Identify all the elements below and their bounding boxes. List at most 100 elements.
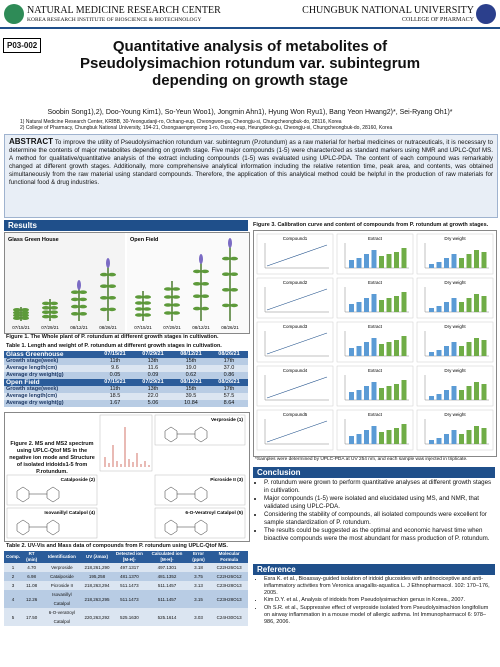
content-bar: [356, 434, 362, 444]
plant-leaf: [193, 306, 201, 311]
content-bar: [451, 254, 457, 268]
plant-leaf: [50, 301, 58, 306]
table-cell: 195,258: [88, 574, 106, 579]
table-header-cell: Detected ion [M-H]-: [115, 551, 143, 562]
table-header-cell: 07/15/21: [104, 379, 126, 385]
table-header-cell: 08/12/21: [180, 379, 202, 385]
table-caption: Table 1. Length and weight of P. rotundu…: [6, 343, 222, 349]
panel-title: Compound1: [283, 236, 308, 241]
table-cell: 0.05: [109, 372, 121, 378]
table-cell: Average length(cm): [6, 365, 58, 371]
panel-box: [256, 233, 334, 275]
table-cell: 3.75: [194, 574, 203, 579]
plant-leaf: [201, 294, 209, 298]
table-cell: C23H28O13: [216, 596, 242, 602]
bullet-list: Esra K. et al., Bioassay-guided isolatio…: [255, 576, 493, 626]
table-row: 3 11.08 Picroside II 218,263,294 511.1473 511…: [4, 581, 248, 590]
plant-leaf: [79, 290, 87, 294]
structure-box: [6, 507, 98, 539]
content-bar: [429, 264, 434, 268]
section-header: Conclusion: [253, 467, 495, 478]
table-header-cell: 07/15/21: [104, 351, 126, 357]
left-logo: [4, 4, 24, 24]
plant-leaf: [222, 288, 230, 292]
content-bar: [349, 392, 354, 400]
figure-1: Glass Green House 07/15/21 07/29/21 08/12/2…: [4, 232, 250, 334]
plant-leaf: [108, 307, 116, 312]
plant-leaf: [143, 295, 151, 299]
affiliation: 1) Natural Medicine Research Center, KRI…: [20, 119, 342, 125]
table-cell: 3.13: [194, 583, 203, 588]
panel-title: Extract: [368, 280, 383, 285]
content-bar: [401, 336, 407, 356]
plant-leaf: [222, 303, 230, 308]
content-bar: [459, 434, 464, 444]
table-cell: Average dry weight(g): [6, 400, 64, 406]
compound-label: Isovanillyl Catalpol (4): [44, 510, 95, 516]
structure-ring: [164, 519, 178, 536]
content-bar: [444, 390, 449, 400]
plant-leaf: [172, 303, 180, 307]
plant-flower: [77, 280, 81, 290]
section-header: Results: [4, 220, 248, 231]
reference-item: Kim D.Y. et al., Analysis of iridoids fr…: [264, 597, 493, 604]
content-bar: [401, 424, 407, 444]
panel-title: Extract: [368, 368, 383, 373]
plant-leaf: [222, 256, 230, 261]
table-header-cell: 08/12/21: [180, 351, 202, 357]
conclusion-item: P. rotundum were grown to perform quanti…: [264, 479, 493, 494]
content-bar: [459, 390, 464, 400]
content-bar: [444, 302, 449, 312]
structure-ring: [46, 486, 60, 503]
table-cell: 1.67: [109, 400, 121, 406]
plant-flower: [106, 258, 110, 268]
content-bar: [394, 384, 399, 400]
table-cell: Average length(cm): [6, 393, 58, 399]
plant-leaf: [108, 284, 116, 288]
header-rule: [0, 27, 500, 29]
table-row: Average length(cm) 9.6 11.6 19.0 37.0: [4, 365, 248, 372]
left-subtitle: KOREA RESEARCH INSTITUTE OF BIOSCIENCE &…: [27, 17, 202, 23]
table-cell: 6-O-veratroyl Catalpol: [48, 610, 75, 624]
compound-label: Catalposide (2): [61, 477, 96, 483]
plant-leaf: [193, 294, 201, 298]
table-cell: 13th: [147, 358, 159, 364]
table-cell: 9.6: [111, 365, 119, 371]
table-cell: 0.09: [147, 372, 159, 378]
table-header-row: Open Field 07/15/21 07/29/21 08/12/21 08/26/…: [4, 379, 248, 386]
table-caption: Table 2. UV-Vis and Mass data of compoun…: [6, 543, 228, 549]
content-bar: [349, 348, 354, 356]
figure-caption: Figure 3. Calibration curve and content …: [253, 222, 489, 228]
content-bar: [451, 342, 457, 356]
abstract-text: To improve the utility of Pseudolysimach…: [9, 139, 493, 186]
table-cell: 11.08: [26, 583, 38, 588]
content-bar: [401, 248, 407, 268]
plant-leaf: [100, 284, 108, 288]
structure-ring: [164, 426, 178, 443]
content-bar: [386, 254, 392, 268]
panel-title: Extract: [368, 412, 383, 417]
table-cell: 511.1457: [157, 596, 177, 602]
plant-leaf: [164, 295, 172, 299]
table-cell: 11.6: [147, 365, 159, 371]
table-cell: 481.1370: [119, 574, 139, 579]
table-cell: 12.26: [26, 596, 38, 602]
table-cell: C22H26O13: [216, 565, 242, 570]
plant-leaf: [143, 307, 151, 311]
table-cell: 0.86: [223, 372, 235, 378]
content-bar: [444, 434, 449, 444]
table-cell: Picroside II: [50, 583, 73, 588]
plant-leaf: [135, 301, 143, 305]
figure-caption: Figure 1. The Whole plant of P. rotundum…: [6, 334, 219, 340]
plant-leaf: [201, 282, 209, 286]
plant-leaf: [71, 312, 79, 316]
affiliation: 2) College of Pharmacy, Chungbuk Nationa…: [20, 125, 393, 131]
table-cell: C23H28O13: [216, 583, 242, 588]
plant-leaf: [42, 301, 50, 306]
plant-flower: [228, 238, 232, 248]
table-header-cell: Open Field: [6, 379, 40, 386]
content-bar: [429, 396, 434, 400]
content-bar: [466, 386, 472, 400]
table-cell: 3.03: [194, 614, 203, 620]
